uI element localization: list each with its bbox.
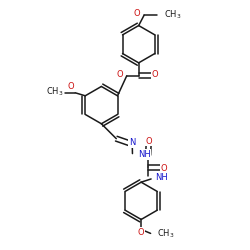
Text: CH$_3$: CH$_3$ bbox=[164, 9, 182, 21]
Text: O: O bbox=[152, 70, 158, 79]
Text: O: O bbox=[134, 9, 140, 18]
Text: NH: NH bbox=[138, 150, 151, 159]
Text: CH$_3$: CH$_3$ bbox=[46, 86, 64, 98]
Text: O: O bbox=[117, 70, 123, 78]
Text: CH$_3$: CH$_3$ bbox=[157, 227, 174, 240]
Text: NH: NH bbox=[155, 174, 168, 182]
Text: N: N bbox=[129, 138, 136, 147]
Text: O: O bbox=[146, 137, 152, 146]
Text: O: O bbox=[160, 164, 167, 173]
Text: O: O bbox=[68, 82, 74, 91]
Text: O: O bbox=[138, 228, 144, 237]
